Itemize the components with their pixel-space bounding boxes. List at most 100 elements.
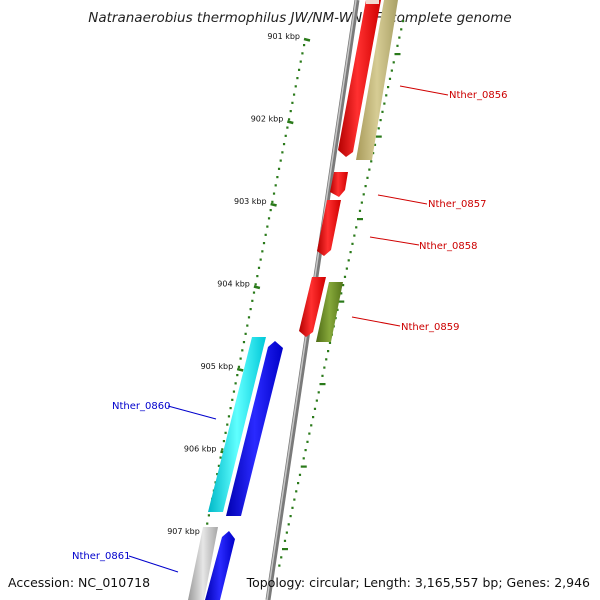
minor-tick — [325, 358, 328, 361]
minor-tick — [272, 192, 276, 195]
minor-tick — [400, 28, 403, 31]
gene-arrow-red-0859 — [299, 277, 326, 337]
minor-tick — [266, 225, 269, 228]
minor-tick — [387, 86, 390, 89]
gene-nther-0857 — [330, 172, 348, 197]
gene-bar-cyan — [208, 337, 266, 512]
leader-line-0859 — [351, 316, 401, 327]
minor-tick — [362, 193, 365, 196]
minor-tick — [294, 85, 297, 88]
minor-tick — [259, 258, 262, 261]
gene-bar-tan — [356, 0, 398, 160]
minor-tick — [217, 464, 221, 467]
minor-tick — [227, 415, 231, 418]
minor-tick — [396, 44, 399, 47]
minor-tick — [287, 523, 290, 526]
minor-tick — [276, 176, 279, 179]
minor-tick — [402, 20, 405, 23]
minor-tick — [317, 391, 320, 394]
minor-tick — [398, 36, 401, 39]
minor-tick — [297, 68, 301, 71]
tick-label: 903 kbp — [234, 197, 267, 206]
minor-tick — [207, 514, 210, 517]
minor-tick — [224, 431, 227, 434]
minor-tick — [357, 218, 363, 221]
tick-label: 906 kbp — [184, 445, 217, 454]
minor-tick — [222, 440, 226, 443]
minor-tick — [256, 275, 259, 278]
minor-tick — [282, 548, 288, 551]
minor-tick — [289, 110, 292, 113]
minor-tick — [379, 119, 382, 122]
minor-tick — [267, 217, 271, 220]
major-tick — [270, 202, 277, 207]
minor-tick — [306, 440, 309, 443]
minor-tick — [295, 490, 298, 493]
leader-line-0860 — [167, 405, 217, 420]
minor-tick — [327, 350, 330, 353]
minor-tick — [291, 506, 294, 509]
minor-tick — [368, 168, 371, 171]
minor-tick — [373, 143, 377, 146]
minor-tick — [229, 407, 232, 410]
minor-tick — [274, 184, 277, 187]
minor-tick — [296, 77, 299, 80]
minor-tick — [231, 398, 234, 401]
minor-tick — [261, 250, 264, 253]
minor-tick — [313, 407, 317, 410]
minor-tick — [226, 423, 229, 426]
minor-tick — [291, 101, 294, 104]
minor-tick — [394, 53, 401, 56]
leader-line-0856 — [399, 85, 449, 96]
tick-label: 901 kbp — [267, 32, 300, 41]
minor-tick — [385, 94, 388, 97]
gene-nther-0861 — [188, 527, 235, 600]
major-tick — [286, 120, 294, 125]
minor-tick — [289, 515, 292, 518]
gene-arrow-red-0858 — [317, 200, 341, 256]
minor-tick — [271, 200, 274, 203]
minor-tick — [249, 308, 252, 311]
minor-tick — [353, 234, 356, 237]
minor-tick — [336, 308, 339, 311]
minor-tick — [279, 159, 282, 162]
tick-label: 904 kbp — [217, 280, 250, 289]
minor-tick — [282, 143, 286, 146]
gene-nther-0858 — [317, 200, 341, 256]
minor-tick — [254, 283, 257, 286]
minor-tick — [392, 61, 395, 64]
minor-tick — [219, 456, 222, 459]
minor-tick — [360, 201, 363, 204]
leader-line-0861 — [128, 555, 179, 573]
major-tick — [253, 285, 261, 290]
minor-tick — [315, 399, 318, 402]
minor-tick — [366, 176, 369, 179]
minor-tick — [285, 531, 288, 534]
minor-tick — [319, 383, 326, 386]
minor-tick — [251, 299, 254, 302]
title: Natranaerobius thermophilus JW/NM-WN-LF,… — [88, 10, 512, 26]
minor-tick — [242, 341, 246, 344]
minor-tick — [310, 424, 313, 427]
gene-bar-olive — [316, 282, 343, 342]
gene-label-nther-0857: Nther_0857 — [428, 199, 486, 210]
minor-tick — [364, 185, 367, 188]
tick-label: 902 kbp — [251, 115, 284, 124]
minor-tick — [246, 324, 249, 327]
minor-tick — [302, 44, 306, 47]
leader-line-0857 — [377, 194, 428, 205]
accession-text: Accession: NC_010718 — [8, 575, 151, 590]
minor-tick — [370, 160, 373, 163]
minor-tick — [221, 448, 224, 451]
minor-tick — [302, 457, 305, 460]
minor-tick — [299, 60, 302, 63]
gene-label-nther-0861: Nther_0861 — [72, 551, 130, 562]
tick-label: 907 kbp — [167, 527, 200, 536]
minor-tick — [340, 292, 343, 295]
minor-tick — [375, 135, 382, 138]
minor-tick — [355, 226, 358, 229]
minor-tick — [283, 539, 287, 542]
minor-tick — [297, 482, 300, 485]
leader-line-0858 — [369, 236, 420, 246]
